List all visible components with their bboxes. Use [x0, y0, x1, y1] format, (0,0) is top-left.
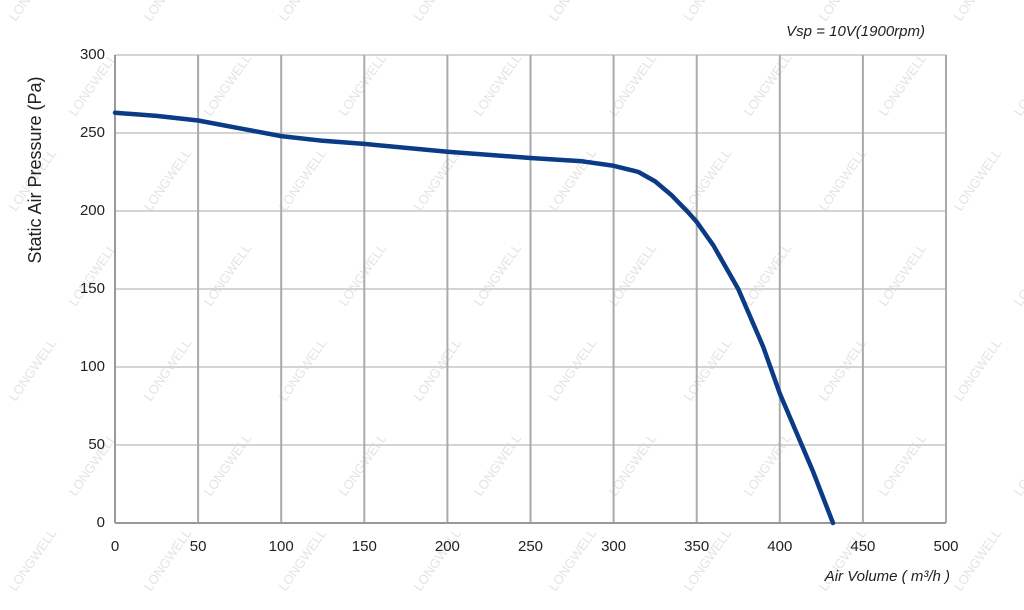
watermark: LONGWELL: [741, 431, 795, 499]
watermark: LONGWELL: [6, 526, 60, 594]
watermark: LONGWELL: [66, 241, 120, 309]
watermark: LONGWELL: [681, 0, 735, 24]
watermark: LONGWELL: [546, 146, 600, 214]
watermark: LONGWELL: [201, 431, 255, 499]
x-tick-label: 250: [518, 538, 543, 555]
watermark: LONGWELL: [201, 51, 255, 119]
watermark: LONGWELL: [681, 146, 735, 214]
watermark: LONGWELL: [1011, 431, 1024, 499]
watermark: LONGWELL: [1011, 241, 1024, 309]
watermark: LONGWELL: [741, 241, 795, 309]
watermark: LONGWELL: [141, 526, 195, 594]
watermark: LONGWELL: [681, 336, 735, 404]
watermark: LONGWELL: [411, 0, 465, 24]
watermark: LONGWELL: [141, 336, 195, 404]
x-tick-label: 200: [435, 538, 460, 555]
watermark: LONGWELL: [141, 146, 195, 214]
watermark: LONGWELL: [411, 336, 465, 404]
watermark: LONGWELL: [951, 0, 1005, 24]
watermark: LONGWELL: [141, 0, 195, 24]
y-tick-label: 250: [80, 124, 105, 141]
watermark: LONGWELL: [471, 51, 525, 119]
watermark: LONGWELL: [276, 526, 330, 594]
watermark: LONGWELL: [741, 51, 795, 119]
x-tick-label: 100: [269, 538, 294, 555]
watermark: LONGWELL: [876, 241, 930, 309]
watermark: LONGWELL: [951, 146, 1005, 214]
watermark: LONGWELL: [951, 336, 1005, 404]
y-tick-label: 0: [97, 514, 105, 531]
watermark: LONGWELL: [951, 526, 1005, 594]
watermarks: LONGWELL LONGWELL LONGWELL LONGWELL LONGWELL…: [6, 0, 1024, 594]
watermark: LONGWELL: [411, 526, 465, 594]
y-tick-label: 300: [80, 46, 105, 63]
watermark: LONGWELL: [336, 431, 390, 499]
x-tick-label: 350: [684, 538, 709, 555]
x-tick-label: 300: [601, 538, 626, 555]
watermark: LONGWELL: [6, 0, 60, 24]
watermark: LONGWELL: [876, 51, 930, 119]
watermark: LONGWELL: [816, 146, 870, 214]
watermark: LONGWELL: [681, 526, 735, 594]
x-tick-label: 400: [767, 538, 792, 555]
data-line: [112, 110, 836, 526]
x-tick-label: 450: [850, 538, 875, 555]
watermark: LONGWELL: [336, 241, 390, 309]
watermark: LONGWELL: [201, 241, 255, 309]
watermark: LONGWELL: [411, 146, 465, 214]
watermark: LONGWELL: [6, 336, 60, 404]
watermark: LONGWELL: [546, 0, 600, 24]
y-tick-label: 200: [80, 202, 105, 219]
watermark: LONGWELL: [336, 51, 390, 119]
annotation: Vsp = 10V(1900rpm): [786, 23, 925, 40]
x-axis-label: Air Volume ( m³/h ): [824, 568, 950, 585]
watermark: LONGWELL: [471, 431, 525, 499]
watermark: LONGWELL: [816, 0, 870, 24]
watermark: LONGWELL: [471, 241, 525, 309]
y-tick-label: 50: [88, 436, 105, 453]
watermark: LONGWELL: [276, 146, 330, 214]
x-tick-label: 0: [111, 538, 119, 555]
watermark: LONGWELL: [876, 431, 930, 499]
watermark: LONGWELL: [276, 0, 330, 24]
watermark: LONGWELL: [816, 336, 870, 404]
y-tick-label: 150: [80, 280, 105, 297]
x-tick-label: 150: [352, 538, 377, 555]
watermark: LONGWELL: [1011, 51, 1024, 119]
watermark: LONGWELL: [546, 336, 600, 404]
x-tick-label: 50: [190, 538, 207, 555]
watermark: LONGWELL: [276, 336, 330, 404]
watermark: LONGWELL: [546, 526, 600, 594]
x-tick-label: 500: [933, 538, 958, 555]
y-tick-label: 100: [80, 358, 105, 375]
y-axis-label: Static Air Pressure (Pa): [25, 76, 45, 263]
